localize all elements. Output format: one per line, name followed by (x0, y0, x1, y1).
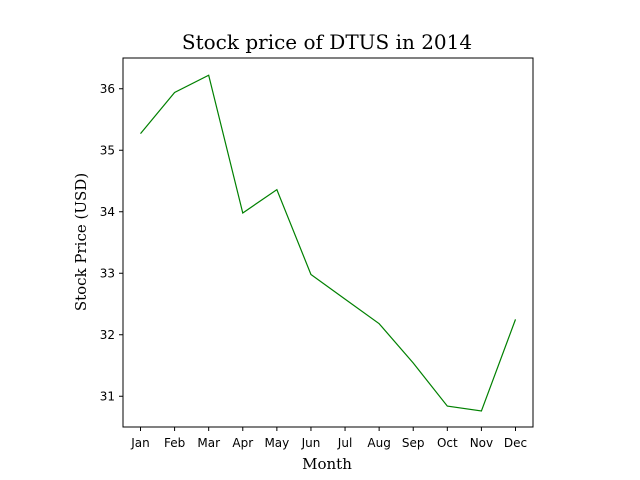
y-axis-ticks: 31 32 33 34 35 36 (100, 82, 123, 403)
x-axis-label: Month (302, 455, 352, 473)
x-tick-label: Oct (437, 436, 458, 450)
x-tick-label: Dec (504, 436, 527, 450)
series-line (140, 74, 517, 412)
chart-title: Stock price of DTUS in 2014 (182, 30, 472, 54)
y-tick-label: 35 (100, 143, 115, 157)
y-tick-label: 33 (100, 266, 115, 280)
x-tick-label: Jul (337, 436, 352, 450)
y-axis-label: Stock Price (USD) (72, 173, 90, 311)
x-tick-label: Mar (197, 436, 220, 450)
x-tick-label: May (264, 436, 289, 450)
x-tick-label: Jun (301, 436, 321, 450)
x-tick-label: Apr (232, 436, 253, 450)
y-tick-label: 31 (100, 389, 115, 403)
x-tick-label: Nov (470, 436, 493, 450)
y-tick-label: 34 (100, 205, 115, 219)
plot-frame (122, 57, 534, 428)
x-tick-label: Aug (367, 436, 390, 450)
y-tick-label: 36 (100, 82, 115, 96)
y-tick-label: 32 (100, 328, 115, 342)
x-tick-label: Jan (130, 436, 150, 450)
x-tick-label: Sep (402, 436, 425, 450)
plot-area: Jan Feb Mar Apr May Jun Jul Aug Sep Oct Nov Dec 313… (100, 57, 534, 450)
x-axis-ticks: Jan Feb Mar Apr May Jun Jul Aug Sep Oct Nov Dec (130, 427, 527, 450)
x-tick-label: Feb (164, 436, 185, 450)
